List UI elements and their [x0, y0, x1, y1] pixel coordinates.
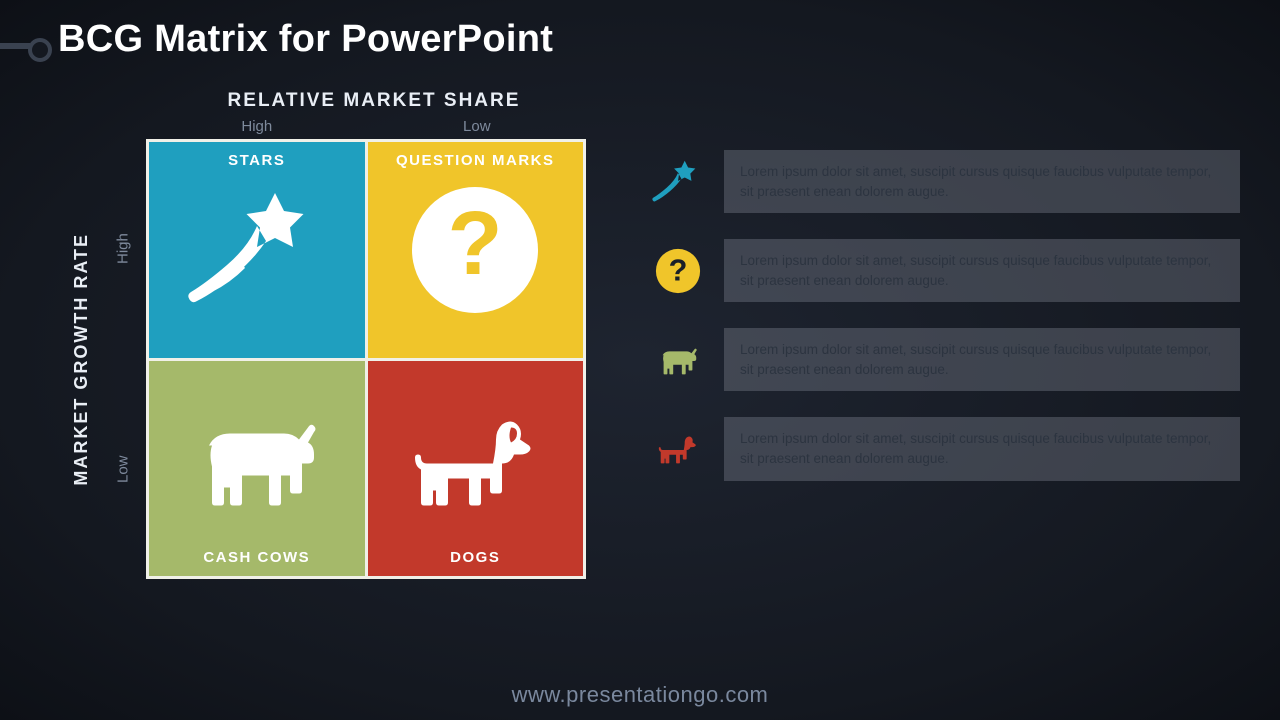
x-axis-high: High — [241, 118, 272, 135]
quadrant-stars-label: STARS — [224, 142, 289, 179]
y-axis-high: High — [100, 139, 146, 359]
legend-text-question: Lorem ipsum dolor sit amet, suscipit cur… — [724, 239, 1240, 302]
quadrant-cash-cows-label: CASH COWS — [199, 539, 314, 576]
legend-text-dog: Lorem ipsum dolor sit amet, suscipit cur… — [724, 417, 1240, 480]
legend-row-cow: Lorem ipsum dolor sit amet, suscipit cur… — [650, 328, 1240, 391]
cow-icon — [182, 386, 332, 536]
dog-icon — [400, 386, 550, 536]
legend-row-stars: Lorem ipsum dolor sit amet, suscipit cur… — [650, 150, 1240, 213]
x-axis-low: Low — [463, 118, 491, 135]
svg-text:?: ? — [448, 194, 503, 294]
y-axis-labels: High Low — [100, 139, 146, 579]
y-axis-low: Low — [100, 359, 146, 579]
question-mark-icon: ? — [400, 175, 550, 325]
quadrant-question-marks-label: QUESTION MARKS — [392, 142, 559, 179]
quadrant-question-marks: QUESTION MARKS ? — [368, 142, 584, 358]
y-axis-title-block: MARKET GROWTH RATE — [62, 139, 100, 579]
cow-icon — [650, 332, 706, 388]
shooting-star-icon — [650, 154, 706, 210]
quadrant-cash-cows: CASH COWS — [149, 361, 365, 577]
matrix-grid: STARS QUESTION MARKS ? — [146, 139, 586, 579]
quadrant-dogs: DOGS — [368, 361, 584, 577]
y-axis-title: MARKET GROWTH RATE — [71, 233, 92, 486]
shooting-star-icon — [182, 175, 332, 325]
quadrant-dogs-label: DOGS — [446, 539, 504, 576]
x-axis-labels: High Low — [146, 118, 586, 135]
legend-text-stars: Lorem ipsum dolor sit amet, suscipit cur… — [724, 150, 1240, 213]
quadrant-stars: STARS — [149, 142, 365, 358]
x-axis-title: RELATIVE MARKET SHARE — [146, 90, 602, 112]
slide-title: BCG Matrix for PowerPoint — [58, 18, 553, 61]
title-ornament — [0, 36, 44, 56]
legend: Lorem ipsum dolor sit amet, suscipit cur… — [650, 150, 1240, 481]
bcg-matrix: RELATIVE MARKET SHARE High Low MARKET GR… — [62, 90, 602, 579]
legend-text-cow: Lorem ipsum dolor sit amet, suscipit cur… — [724, 328, 1240, 391]
svg-text:?: ? — [669, 252, 688, 287]
footer-url: www.presentationgo.com — [0, 682, 1280, 708]
legend-row-question: ? Lorem ipsum dolor sit amet, suscipit c… — [650, 239, 1240, 302]
dog-icon — [650, 421, 706, 477]
legend-row-dog: Lorem ipsum dolor sit amet, suscipit cur… — [650, 417, 1240, 480]
question-mark-icon: ? — [650, 243, 706, 299]
